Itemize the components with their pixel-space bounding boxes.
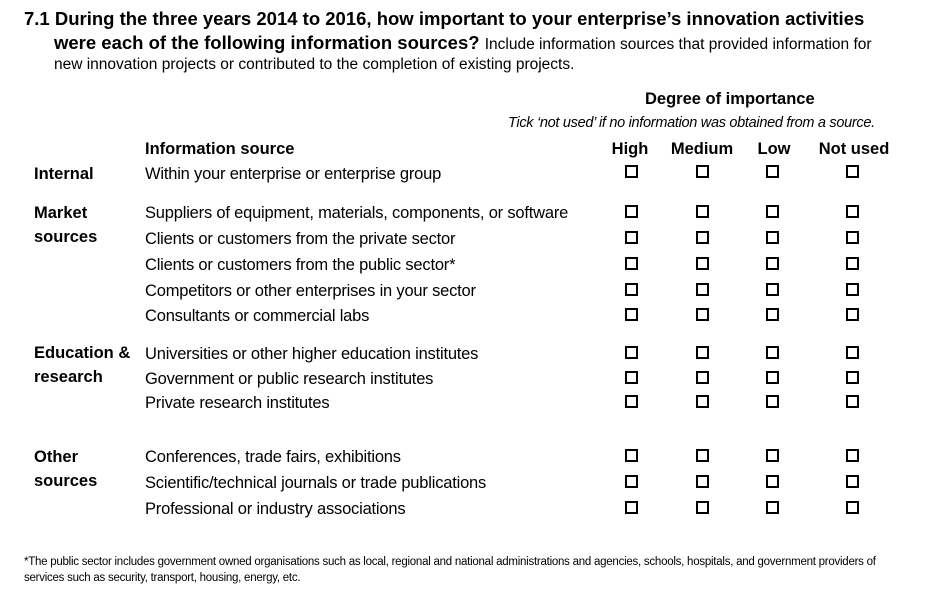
checkbox-medium[interactable] <box>696 501 709 514</box>
checkbox-high[interactable] <box>625 449 638 462</box>
checkbox-not-used[interactable] <box>846 501 859 514</box>
category-market-sources: Market sources <box>34 201 97 249</box>
source-item: Private research institutes <box>145 394 330 412</box>
checkbox-high[interactable] <box>625 475 638 488</box>
column-header-medium: Medium <box>670 140 734 158</box>
checkbox-low[interactable] <box>766 308 779 321</box>
source-item: Competitors or other enterprises in your… <box>145 282 476 300</box>
checkbox-medium[interactable] <box>696 371 709 384</box>
checkbox-not-used[interactable] <box>846 308 859 321</box>
checkbox-high[interactable] <box>625 205 638 218</box>
category-label-line: sources <box>34 228 98 246</box>
question-text-line2: were each of the following information s… <box>54 32 480 53</box>
checkbox-medium[interactable] <box>696 205 709 218</box>
checkbox-high[interactable] <box>625 283 638 296</box>
checkbox-low[interactable] <box>766 257 779 270</box>
question-note: Include information sources that provide… <box>484 36 872 53</box>
checkbox-not-used[interactable] <box>846 346 859 359</box>
information-source-header: Information source <box>145 140 295 158</box>
checkbox-medium[interactable] <box>696 449 709 462</box>
source-item: Suppliers of equipment, materials, compo… <box>145 204 569 222</box>
checkbox-low[interactable] <box>766 205 779 218</box>
checkbox-medium[interactable] <box>696 283 709 296</box>
checkbox-low[interactable] <box>766 449 779 462</box>
checkbox-medium[interactable] <box>696 231 709 244</box>
category-label-line: Education & <box>34 344 131 362</box>
checkbox-not-used[interactable] <box>846 165 859 178</box>
checkbox-low[interactable] <box>766 283 779 296</box>
checkbox-high[interactable] <box>625 346 638 359</box>
checkbox-low[interactable] <box>766 231 779 244</box>
checkbox-medium[interactable] <box>696 257 709 270</box>
checkbox-low[interactable] <box>766 501 779 514</box>
source-item: Government or public research institutes <box>145 370 434 388</box>
category-label-line: sources <box>34 472 98 490</box>
checkbox-high[interactable] <box>625 501 638 514</box>
source-item: Within your enterprise or enterprise gro… <box>145 165 442 183</box>
source-item: Conferences, trade fairs, exhibitions <box>145 448 401 466</box>
checkbox-high[interactable] <box>625 371 638 384</box>
question-title: 7.1 During the three years 2014 to 2016,… <box>24 8 864 30</box>
importance-title: Degree of importance <box>645 90 815 108</box>
checkbox-medium[interactable] <box>696 475 709 488</box>
checkbox-not-used[interactable] <box>846 205 859 218</box>
column-header-high: High <box>611 140 649 158</box>
category-label-line: research <box>34 368 103 386</box>
checkbox-not-used[interactable] <box>846 475 859 488</box>
category-internal: Internal <box>34 162 94 186</box>
checkbox-not-used[interactable] <box>846 257 859 270</box>
checkbox-high[interactable] <box>625 165 638 178</box>
category-label-line: Internal <box>34 165 94 183</box>
checkbox-low[interactable] <box>766 371 779 384</box>
checkbox-not-used[interactable] <box>846 231 859 244</box>
checkbox-low[interactable] <box>766 346 779 359</box>
source-item: Clients or customers from the private se… <box>145 230 456 248</box>
checkbox-low[interactable] <box>766 475 779 488</box>
category-label-line: Market <box>34 204 88 222</box>
checkbox-high[interactable] <box>625 257 638 270</box>
column-header-low: Low <box>757 140 791 158</box>
source-item: Universities or other higher education i… <box>145 345 479 363</box>
checkbox-low[interactable] <box>766 165 779 178</box>
column-header-not-used: Not used <box>818 140 890 158</box>
checkbox-medium[interactable] <box>696 165 709 178</box>
checkbox-medium[interactable] <box>696 346 709 359</box>
source-item: Clients or customers from the public sec… <box>145 256 456 274</box>
checkbox-high[interactable] <box>625 231 638 244</box>
question-text-line1: During the three years 2014 to 2016, how… <box>54 8 865 29</box>
question-number: 7.1 <box>24 8 50 29</box>
category-education-research: Education & research <box>34 341 130 389</box>
checkbox-high[interactable] <box>625 308 638 321</box>
category-label-line: Other <box>34 448 79 466</box>
source-item: Scientific/technical journals or trade p… <box>145 474 487 492</box>
checkbox-medium[interactable] <box>696 308 709 321</box>
checkbox-not-used[interactable] <box>846 371 859 384</box>
checkbox-not-used[interactable] <box>846 395 859 408</box>
source-item: Professional or industry associations <box>145 500 406 518</box>
footnote: *The public sector includes government o… <box>24 556 876 584</box>
category-other-sources: Other sources <box>34 445 97 493</box>
checkbox-low[interactable] <box>766 395 779 408</box>
checkbox-not-used[interactable] <box>846 449 859 462</box>
checkbox-high[interactable] <box>625 395 638 408</box>
checkbox-medium[interactable] <box>696 395 709 408</box>
source-item: Consultants or commercial labs <box>145 307 370 325</box>
question-note-continued: new innovation projects or contributed t… <box>54 56 575 73</box>
question-line2: were each of the following information s… <box>54 32 872 54</box>
checkbox-not-used[interactable] <box>846 283 859 296</box>
importance-instruction: Tick ‘not used’ if no information was ob… <box>508 115 875 131</box>
